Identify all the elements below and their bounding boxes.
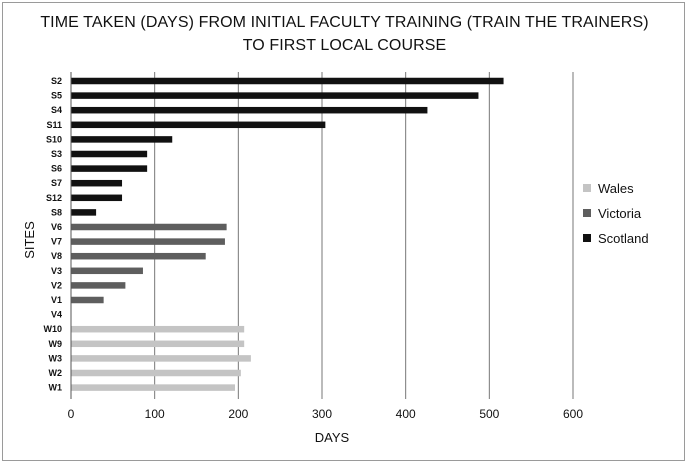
x-tick-label: 500	[479, 407, 499, 421]
legend-label-victoria: Victoria	[598, 206, 642, 221]
x-tick-label: 300	[312, 407, 332, 421]
bar-v7	[71, 238, 225, 245]
bar-s8	[71, 209, 97, 216]
bar-s7	[71, 179, 123, 187]
category-label: S3	[51, 149, 62, 159]
category-label: S12	[46, 193, 62, 203]
category-label: V1	[51, 295, 62, 305]
bar-w9	[71, 340, 245, 348]
legend-label-scotland: Scotland	[598, 231, 649, 246]
bar-v8	[71, 252, 206, 260]
category-label: V4	[51, 310, 62, 320]
bar-s5	[71, 92, 479, 99]
bar-w2	[71, 369, 241, 377]
bar-v3	[71, 267, 143, 275]
grid-lines	[154, 72, 574, 399]
legend-label-wales: Wales	[598, 181, 634, 196]
x-tick-label: 600	[563, 407, 583, 421]
legend-swatch-wales	[583, 184, 591, 192]
category-label: V6	[51, 222, 62, 232]
chart-title-line-2: TO FIRST LOCAL COURSE	[242, 37, 447, 54]
bar-s4	[71, 106, 428, 114]
category-label: W3	[49, 353, 63, 363]
legend-swatch-victoria	[583, 209, 591, 217]
legend: Wales Victoria Scotland	[583, 181, 649, 246]
category-label: W10	[43, 324, 62, 334]
bar-s3	[71, 150, 148, 158]
x-tick-label: 0	[68, 407, 75, 421]
category-label: S2	[51, 76, 62, 86]
category-label: W1	[49, 383, 63, 393]
bar-v1	[71, 296, 104, 304]
category-label: W9	[49, 339, 63, 349]
x-axis-label: DAYS	[315, 430, 350, 445]
category-label: V7	[51, 237, 62, 247]
bar-s11	[71, 121, 326, 129]
category-label: S7	[51, 178, 62, 188]
bar-s10	[71, 136, 173, 143]
legend-swatch-scotland	[583, 234, 591, 242]
x-tick-label: 200	[228, 407, 248, 421]
bar-s2	[71, 77, 504, 85]
category-label: V2	[51, 280, 62, 290]
chart-title-line-1: TIME TAKEN (DAYS) FROM INITIAL FACULTY T…	[40, 14, 649, 31]
category-label: W2	[49, 368, 63, 378]
bar-s12	[71, 194, 123, 202]
category-label: S5	[51, 91, 62, 101]
bar-w1	[71, 384, 235, 391]
bar-w3	[71, 355, 251, 362]
category-label: S11	[46, 120, 62, 130]
x-tick-label: 100	[145, 407, 165, 421]
bar-v6	[71, 223, 227, 231]
category-label: S4	[51, 105, 62, 115]
y-axis-label: SITES	[22, 221, 37, 259]
bars-group	[71, 77, 504, 391]
x-tick-label: 400	[396, 407, 416, 421]
category-label: S10	[46, 134, 62, 144]
bar-w10	[71, 325, 245, 333]
category-label: S8	[51, 207, 62, 217]
category-label: V3	[51, 266, 62, 276]
category-label: V8	[51, 251, 62, 261]
x-tick-labels: 0 100 200 300 400 500 600	[68, 407, 584, 421]
bar-s6	[71, 165, 148, 172]
bar-v2	[71, 282, 126, 289]
category-label: S6	[51, 164, 62, 174]
category-labels: S2 S5 S4 S11 S10 S3 S6 S7 S12 S8 V6 V7 V8 V3 V2 V1 V4 W10…	[43, 76, 62, 393]
